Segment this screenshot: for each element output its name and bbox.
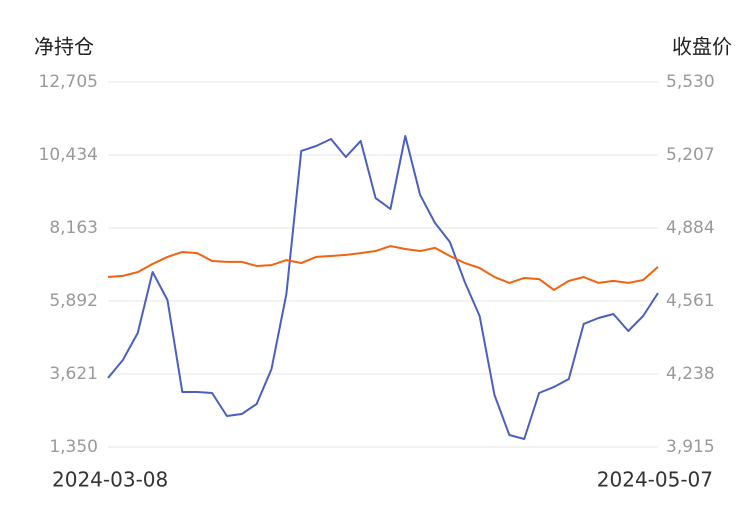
y-tick-label: 3,621 xyxy=(49,364,98,384)
series-line xyxy=(107,245,659,291)
x-tick-label: 2024-03-08 xyxy=(52,468,168,492)
y2-tick-label: 4,238 xyxy=(666,364,715,384)
y2-axis-title: 收盘价 xyxy=(672,35,732,59)
y-tick-label: 12,705 xyxy=(39,72,98,92)
y-tick-label: 10,434 xyxy=(39,145,98,165)
y2-tick-label: 5,207 xyxy=(666,145,715,165)
x-tick-label: 2024-05-07 xyxy=(597,468,713,492)
y2-tick-label: 5,530 xyxy=(666,72,715,92)
y-tick-label: 1,350 xyxy=(49,437,98,457)
y2-tick-label: 4,884 xyxy=(666,218,715,238)
y-tick-label: 8,163 xyxy=(49,218,98,238)
series-line xyxy=(107,135,659,440)
y2-tick-label: 4,561 xyxy=(666,291,715,311)
y-axis-title: 净持仓 xyxy=(34,35,94,59)
y2-tick-label: 3,915 xyxy=(666,437,715,457)
y-tick-label: 5,892 xyxy=(49,291,98,311)
